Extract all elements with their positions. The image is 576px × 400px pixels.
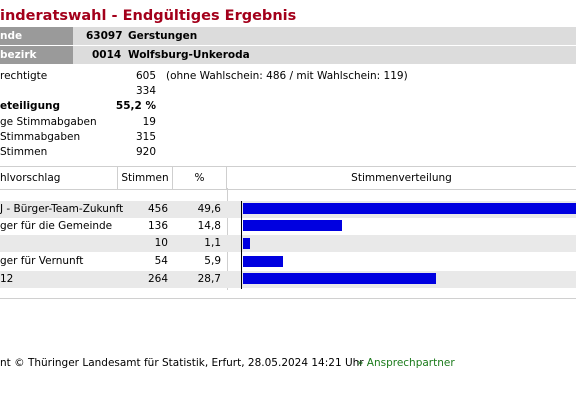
distribution-bar [243,220,342,231]
page-footer: nt © Thüringer Landesamt für Statistik, … [0,355,455,371]
party-percent: 5,9 [204,255,221,267]
stat-value: 315 [135,131,156,143]
party-percent: 49,6 [197,203,221,215]
party-name: J - Bürger-Team-Zukunft [0,203,124,215]
stat-waehler: 334 [0,84,576,99]
distribution-bar [243,273,436,284]
party-percent: 1,1 [204,237,221,249]
gemeinde-name: Gerstungen [128,30,198,42]
stat-label: Stimmabgaben [0,131,81,143]
gemeinde-header: nde 63097 Gerstungen [0,27,576,45]
party-percent: 28,7 [197,273,221,285]
party-name: ger für Vernunft [0,255,84,267]
stat-ungueltige: ge Stimmabgaben 19 [0,115,576,130]
column-header-party: hlvorschlag [0,167,118,189]
table-row: 10 1,1 [0,235,576,252]
stat-label: rechtigte [0,70,48,82]
bezirk-name: Wolfsburg-Unkeroda [128,49,250,61]
stat-value: 19 [142,116,156,128]
page-title: inderatswahl - Endgültiges Ergebnis [0,8,297,24]
stat-value: 920 [135,146,156,158]
party-votes: 54 [154,255,168,267]
stat-wahlberechtigte: rechtigte 605 (ohne Wahlschein: 486 / mi… [0,69,576,84]
bezirk-code: 0014 [92,49,122,61]
party-votes: 456 [147,203,168,215]
party-votes: 10 [154,237,168,249]
stat-value: 605 [135,70,156,82]
gemeinde-label: nde [0,27,73,45]
gemeinde-header-bg [73,27,576,45]
column-header-percent: % [173,167,227,189]
stat-gueltige: Stimmabgaben 315 [0,130,576,145]
stat-note: (ohne Wahlschein: 486 / mit Wahlschein: … [166,70,408,82]
results-table-header: hlvorschlag Stimmen % Stimmenverteilung [0,166,576,190]
bezirk-label: bezirk [0,46,73,64]
party-votes: 264 [147,273,168,285]
stat-wahlbeteiligung: eteiligung 55,2 % [0,99,576,114]
stat-value: 334 [135,85,156,97]
distribution-bar [243,203,576,214]
stat-value: 55,2 % [115,100,156,112]
section-divider [0,298,576,299]
bezirk-header-bg [73,46,576,64]
distribution-axis [241,201,242,289]
stat-label: eteiligung [0,100,61,112]
copyright-text: nt © Thüringer Landesamt für Statistik, … [0,357,364,369]
column-header-votes: Stimmen [118,167,173,189]
distribution-bar [243,256,283,267]
table-row: ger für die Gemeinde 136 14,8 [0,218,576,235]
stat-label: ge Stimmabgaben [0,116,97,128]
table-row: ger für Vernunft 54 5,9 [0,253,576,270]
bezirk-header: bezirk 0014 Wolfsburg-Unkeroda [0,46,576,64]
gemeinde-code: 63097 [86,30,123,42]
distribution-bar [243,238,250,249]
contact-link[interactable]: » Ansprechpartner [357,357,455,369]
column-header-distribution: Stimmenverteilung [351,172,452,184]
stat-label: Stimmen [0,146,48,158]
stat-stimmen: Stimmen 920 [0,145,576,160]
party-percent: 14,8 [197,220,221,232]
party-name: 12 [0,273,14,285]
party-name: ger für die Gemeinde [0,220,113,232]
party-votes: 136 [147,220,168,232]
